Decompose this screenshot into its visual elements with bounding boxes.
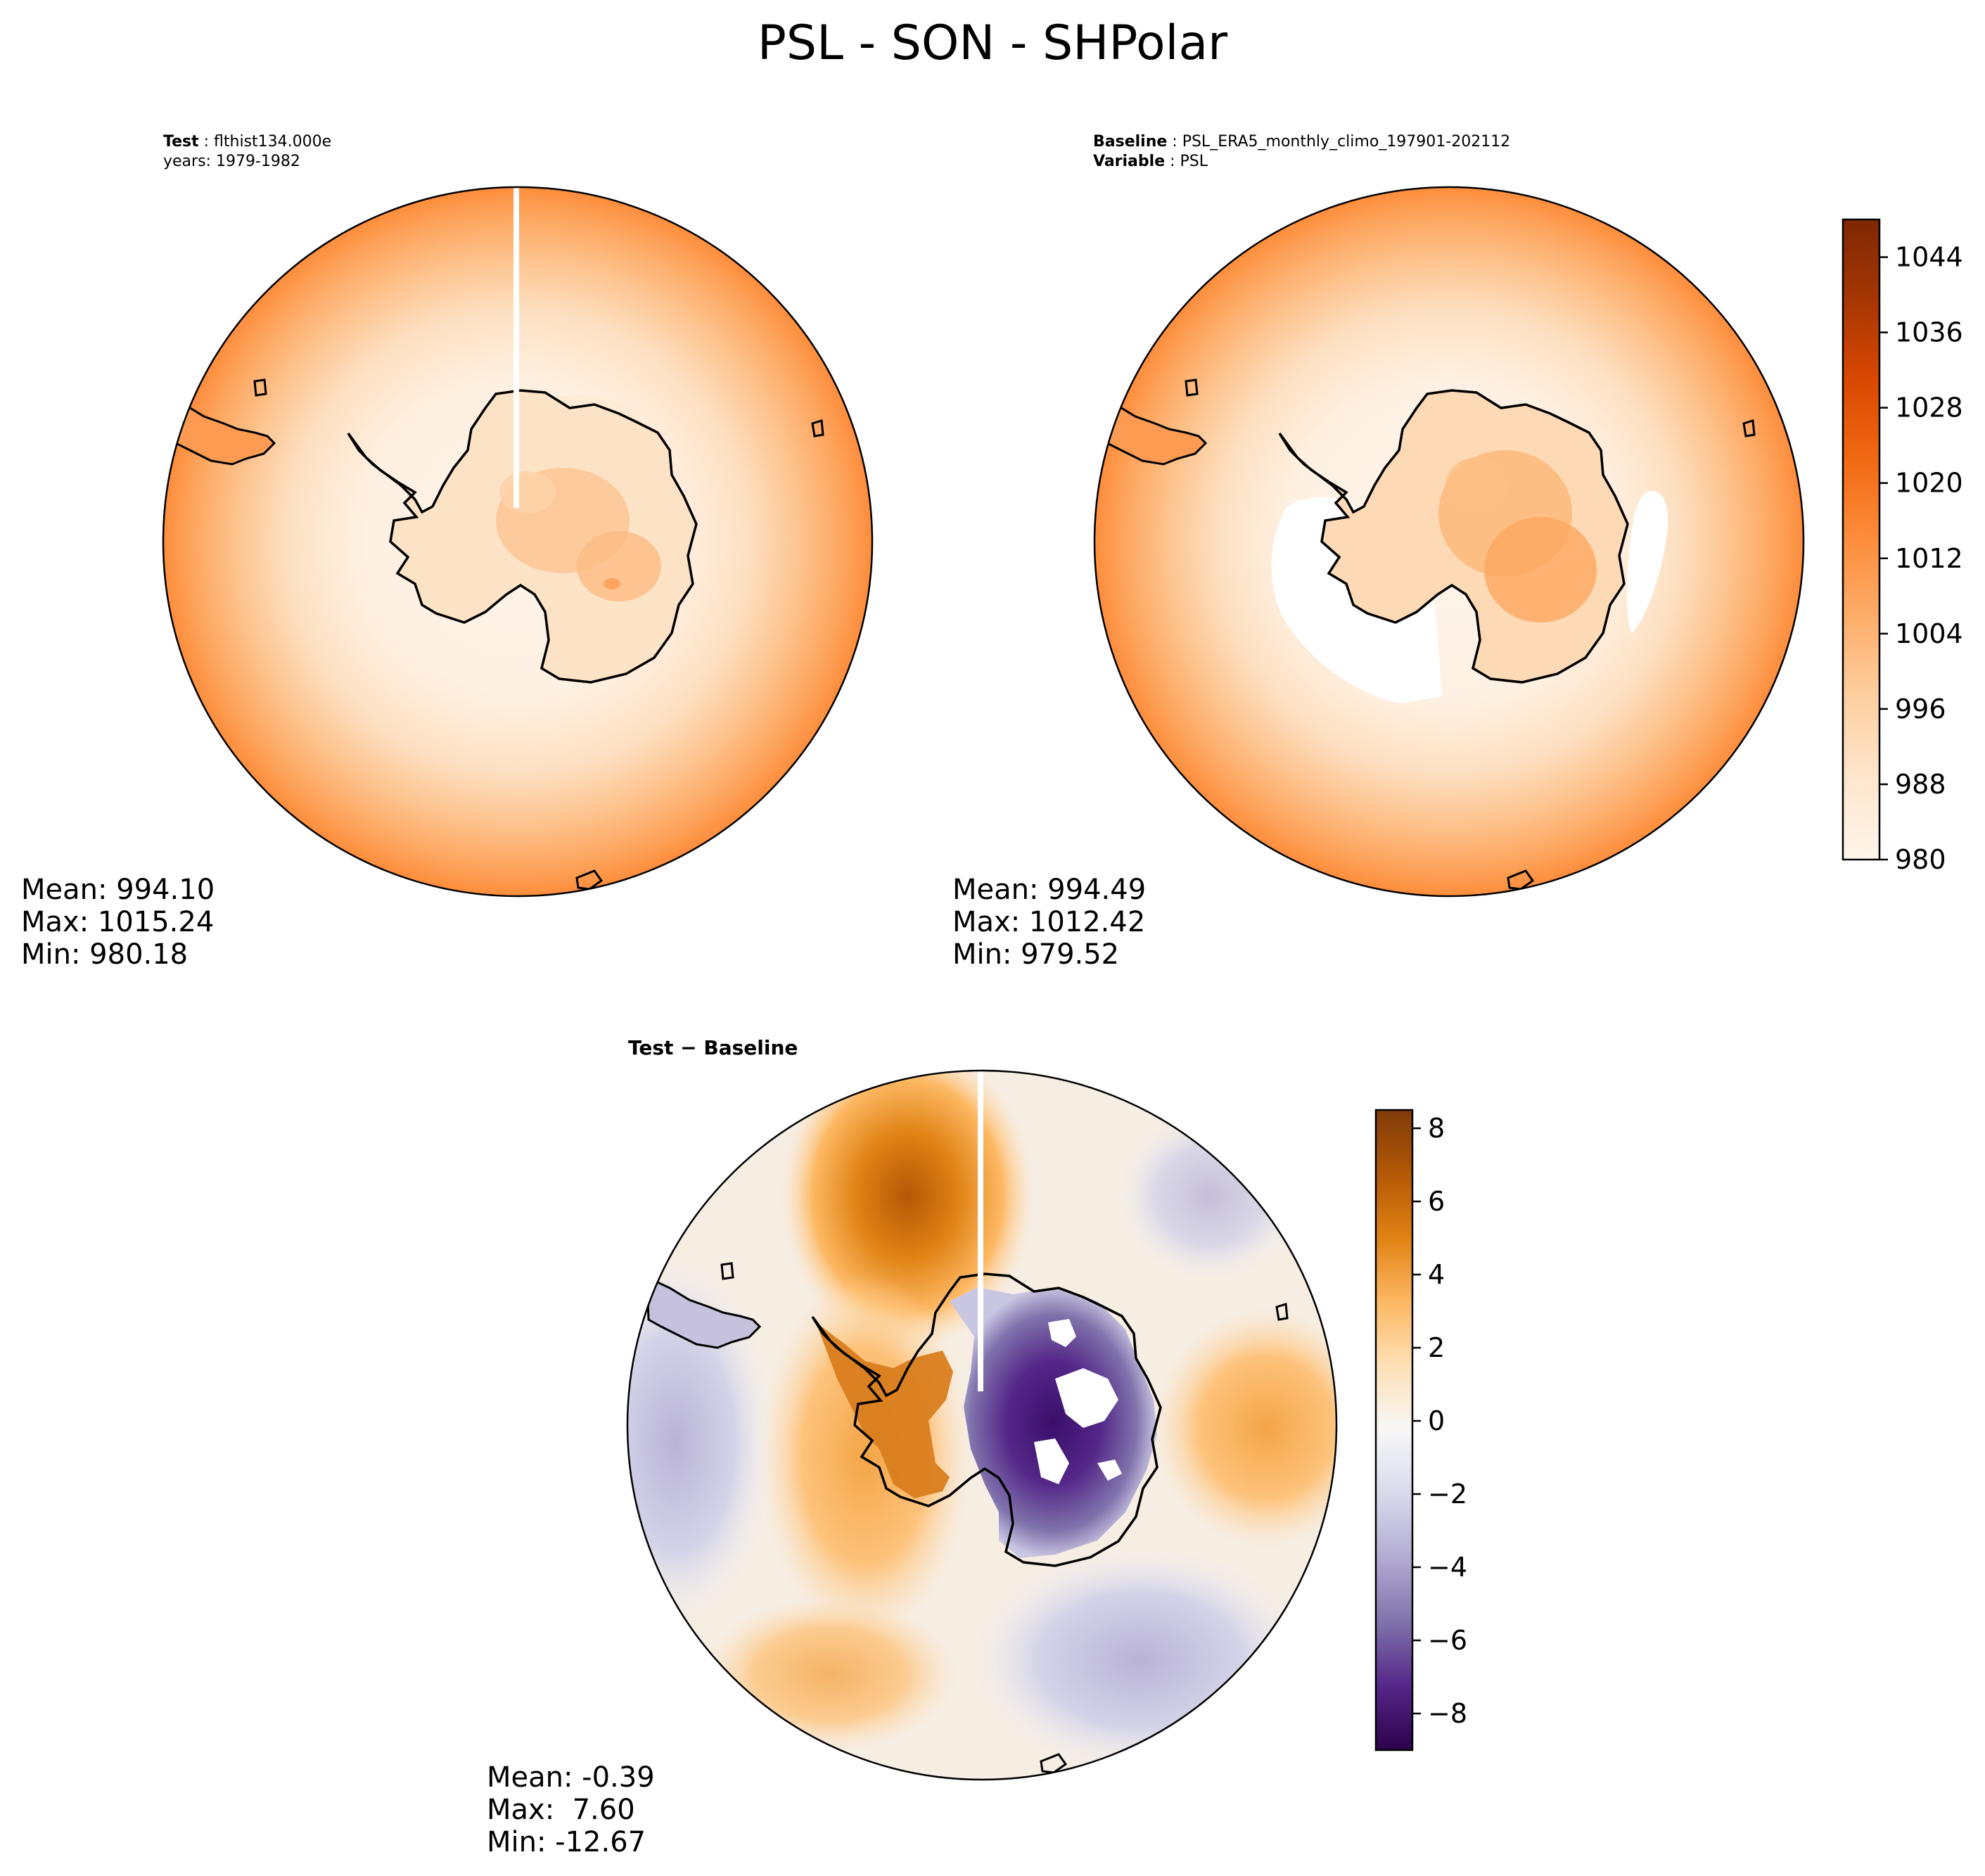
diff-tick-label: −2 <box>1428 1479 1467 1510</box>
diff-colorbar-ticks: 8 6 4 2 0 −2 −4 −6 −8 <box>1412 1113 1467 1729</box>
diff-tick-label: 2 <box>1428 1332 1445 1363</box>
diff-tick-label: −4 <box>1428 1552 1467 1583</box>
antarctica-coastline <box>811 1272 1162 1567</box>
main-tick-label: 1028 <box>1895 393 1963 423</box>
test-stats: Mean: 994.10 Max: 1015.24 Min: 980.18 <box>21 874 215 971</box>
baseline-label-value: PSL_ERA5_monthly_climo_197901-202112 <box>1182 133 1511 151</box>
diff-colorbar: 8 6 4 2 0 −2 −4 −6 −8 <box>1374 1109 1467 1751</box>
main-colorbar-bar <box>1842 218 1881 861</box>
difference-max: Max: 7.60 <box>487 1794 635 1826</box>
test-label-key: Test <box>163 133 199 151</box>
test-min: Min: 980.18 <box>21 938 189 971</box>
main-tick-label: 1004 <box>1895 618 1963 649</box>
figure-title: PSL - SON - SHPolar <box>757 15 1228 71</box>
main-tick-label: 1044 <box>1895 242 1963 273</box>
baseline-label: Baseline : PSL_ERA5_monthly_climo_197901… <box>1093 133 1511 170</box>
main-tick-label: 988 <box>1895 769 1946 800</box>
main-colorbar-ticks: 1044 1036 1028 1020 1012 1004 996 988 980 <box>1879 242 1963 875</box>
diff-tick-label: 0 <box>1428 1405 1445 1436</box>
diff-tick-label: −8 <box>1428 1698 1467 1729</box>
test-mean: Mean: 994.10 <box>21 874 215 906</box>
difference-mean: Mean: -0.39 <box>487 1761 655 1794</box>
baseline-mean: Mean: 994.49 <box>952 874 1147 906</box>
main-tick-label: 1020 <box>1895 468 1963 499</box>
main-tick-label: 1012 <box>1895 543 1963 574</box>
diff-tick-label: 6 <box>1428 1186 1445 1217</box>
baseline-stats: Mean: 994.49 Max: 1012.42 Min: 979.52 <box>952 874 1146 971</box>
variable-label-key: Variable <box>1093 153 1166 170</box>
diff-tick-label: 8 <box>1428 1113 1445 1144</box>
variable-label-value: PSL <box>1180 153 1208 170</box>
difference-label: Test − Baseline <box>628 1036 798 1059</box>
baseline-label-key: Baseline <box>1093 133 1168 151</box>
test-label: Test : flthist134.000e years: 1979-1982 <box>163 133 332 170</box>
baseline-max: Max: 1012.42 <box>952 906 1146 938</box>
difference-min: Min: -12.67 <box>487 1826 646 1858</box>
baseline-min: Min: 979.52 <box>952 938 1120 971</box>
test-years: years: 1979-1982 <box>163 153 300 170</box>
baseline-map <box>1093 186 1805 898</box>
test-max: Max: 1015.24 <box>21 906 215 938</box>
test-map <box>162 186 874 898</box>
difference-stats: Mean: -0.39 Max: 7.60 Min: -12.67 <box>487 1761 655 1858</box>
main-colorbar: 1044 1036 1028 1020 1012 1004 996 988 980 <box>1842 218 1963 875</box>
diff-tick-label: −6 <box>1428 1625 1467 1656</box>
diff-colorbar-bar <box>1374 1109 1414 1751</box>
difference-map <box>626 1069 1338 1781</box>
diff-tick-label: 4 <box>1428 1259 1445 1290</box>
main-tick-label: 1036 <box>1895 317 1963 348</box>
main-tick-label: 996 <box>1895 694 1946 725</box>
main-tick-label: 980 <box>1895 844 1946 875</box>
test-label-value: flthist134.000e <box>214 133 332 151</box>
